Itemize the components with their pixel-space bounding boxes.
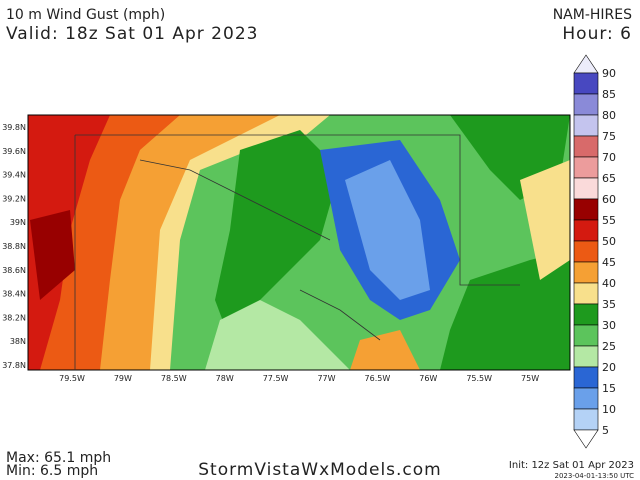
- lon-labels: 79.5W 79W 78.5W 78W 77.5W 77W 76.5W 76W 75.5W 75W: [59, 374, 539, 383]
- colorbar-swatch: [573, 408, 599, 431]
- colorbar-label: 25: [602, 340, 616, 353]
- colorbar-cap: [573, 429, 599, 449]
- colorbar-swatch: [573, 366, 599, 389]
- colorbar-swatch: [573, 93, 599, 116]
- colorbar-cap: [573, 54, 599, 74]
- lon-label: 76.5W: [365, 374, 391, 383]
- lon-label: 77.5W: [263, 374, 289, 383]
- colorbar-swatch: [573, 282, 599, 305]
- colorbar-label: 85: [602, 88, 616, 101]
- lat-label: 38.2N: [2, 313, 26, 322]
- colorbar-label: 50: [602, 235, 616, 248]
- colorbar-label: 15: [602, 382, 616, 395]
- colorbar-label: 80: [602, 109, 616, 122]
- colorbar-label: 60: [602, 193, 616, 206]
- lat-label: 39.2N: [2, 194, 26, 203]
- valid-time: Valid: 18z Sat 01 Apr 2023: [6, 24, 258, 44]
- map: 39.8N 39.6N 39.4N 39.2N 39N 38.8N 38.6N 38.4N 38…: [2, 114, 571, 383]
- min-value: Min: 6.5 mph: [6, 463, 98, 479]
- colorbar-swatch: [573, 303, 599, 326]
- colorbar-label: 45: [602, 256, 616, 269]
- lon-label: 79W: [114, 374, 132, 383]
- colorbar-label: 20: [602, 361, 616, 374]
- model: NAM-HIRES: [553, 7, 632, 23]
- colorbar-swatch: [573, 324, 599, 347]
- colorbar-swatch: [573, 240, 599, 263]
- colorbar-swatch: [573, 219, 599, 242]
- colorbar-swatch: [573, 135, 599, 158]
- colorbar-label: 65: [602, 172, 616, 185]
- title: 10 m Wind Gust (mph): [6, 7, 165, 23]
- max-value: Max: 65.1 mph: [6, 450, 111, 466]
- lon-label: 76W: [419, 374, 437, 383]
- colorbar-swatch: [573, 156, 599, 179]
- colorbar-label: 30: [602, 319, 616, 332]
- colorbar-label: 5: [602, 424, 609, 437]
- colorbar-label: 70: [602, 151, 616, 164]
- colorbar-label: 40: [602, 277, 616, 290]
- lat-label: 37.8N: [2, 361, 26, 370]
- lat-label: 39.6N: [2, 147, 26, 156]
- init-time: Init: 12z Sat 01 Apr 2023: [509, 460, 634, 471]
- colorbar-label: 75: [602, 130, 616, 143]
- forecast-hour: Hour: 6: [562, 24, 632, 44]
- colorbar-swatch: [573, 345, 599, 368]
- colorbar-swatch: [573, 177, 599, 200]
- lon-label: 75.5W: [466, 374, 492, 383]
- borders: [74, 134, 520, 370]
- lon-label: 75W: [521, 374, 539, 383]
- colorbar-swatch: [573, 72, 599, 95]
- lon-label: 79.5W: [59, 374, 85, 383]
- wind-field: [28, 115, 570, 370]
- colorbar-label: 10: [602, 403, 616, 416]
- colorbar-label: 55: [602, 214, 616, 227]
- colorbar-swatch: [573, 387, 599, 410]
- colorbar: 90 85 80 75 70 65 60 55 50 45 40 35 30 25 20 15 10 5: [573, 54, 616, 449]
- timestamp: 2023-04-01-13:50 UTC: [555, 472, 635, 480]
- lat-label: 38.4N: [2, 290, 26, 299]
- colorbar-swatch: [573, 198, 599, 221]
- colorbar-label: 90: [602, 67, 616, 80]
- colorbar-swatch: [573, 114, 599, 137]
- lon-label: 78W: [216, 374, 234, 383]
- colorbar-swatch: [573, 261, 599, 284]
- lat-label: 39.8N: [2, 123, 26, 132]
- lon-label: 77W: [317, 374, 335, 383]
- colorbar-label: 35: [602, 298, 616, 311]
- lat-label: 39N: [10, 218, 26, 227]
- lon-label: 78.5W: [161, 374, 187, 383]
- lat-label: 39.4N: [2, 171, 26, 180]
- lat-label: 38.8N: [2, 242, 26, 251]
- lat-label: 38.6N: [2, 266, 26, 275]
- site: StormVistaWxModels.com: [198, 460, 442, 480]
- lat-label: 38N: [10, 337, 26, 346]
- lat-labels: 39.8N 39.6N 39.4N 39.2N 39N 38.8N 38.6N 38.4N 38…: [2, 123, 26, 370]
